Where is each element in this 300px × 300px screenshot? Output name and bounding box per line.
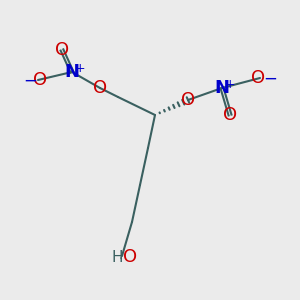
Text: O: O	[33, 71, 47, 89]
Text: O: O	[223, 106, 237, 124]
Text: O: O	[93, 79, 107, 97]
Text: O: O	[123, 248, 137, 266]
Text: +: +	[75, 61, 85, 74]
Text: O: O	[55, 41, 69, 59]
Text: H: H	[111, 250, 123, 266]
Text: O: O	[181, 91, 195, 109]
Text: O: O	[251, 69, 265, 87]
Text: −: −	[23, 72, 37, 90]
Text: −: −	[263, 70, 277, 88]
Text: N: N	[214, 79, 230, 97]
Text: N: N	[64, 63, 80, 81]
Text: ·: ·	[119, 252, 123, 266]
Text: +: +	[225, 77, 235, 91]
